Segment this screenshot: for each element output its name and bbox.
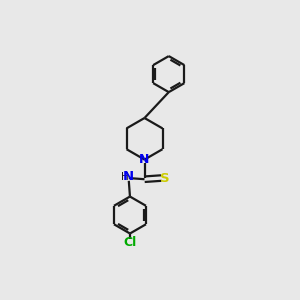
Text: H: H — [122, 172, 129, 182]
Text: N: N — [139, 153, 150, 166]
Text: Cl: Cl — [123, 236, 136, 249]
Text: S: S — [160, 172, 170, 184]
Text: N: N — [123, 170, 134, 183]
